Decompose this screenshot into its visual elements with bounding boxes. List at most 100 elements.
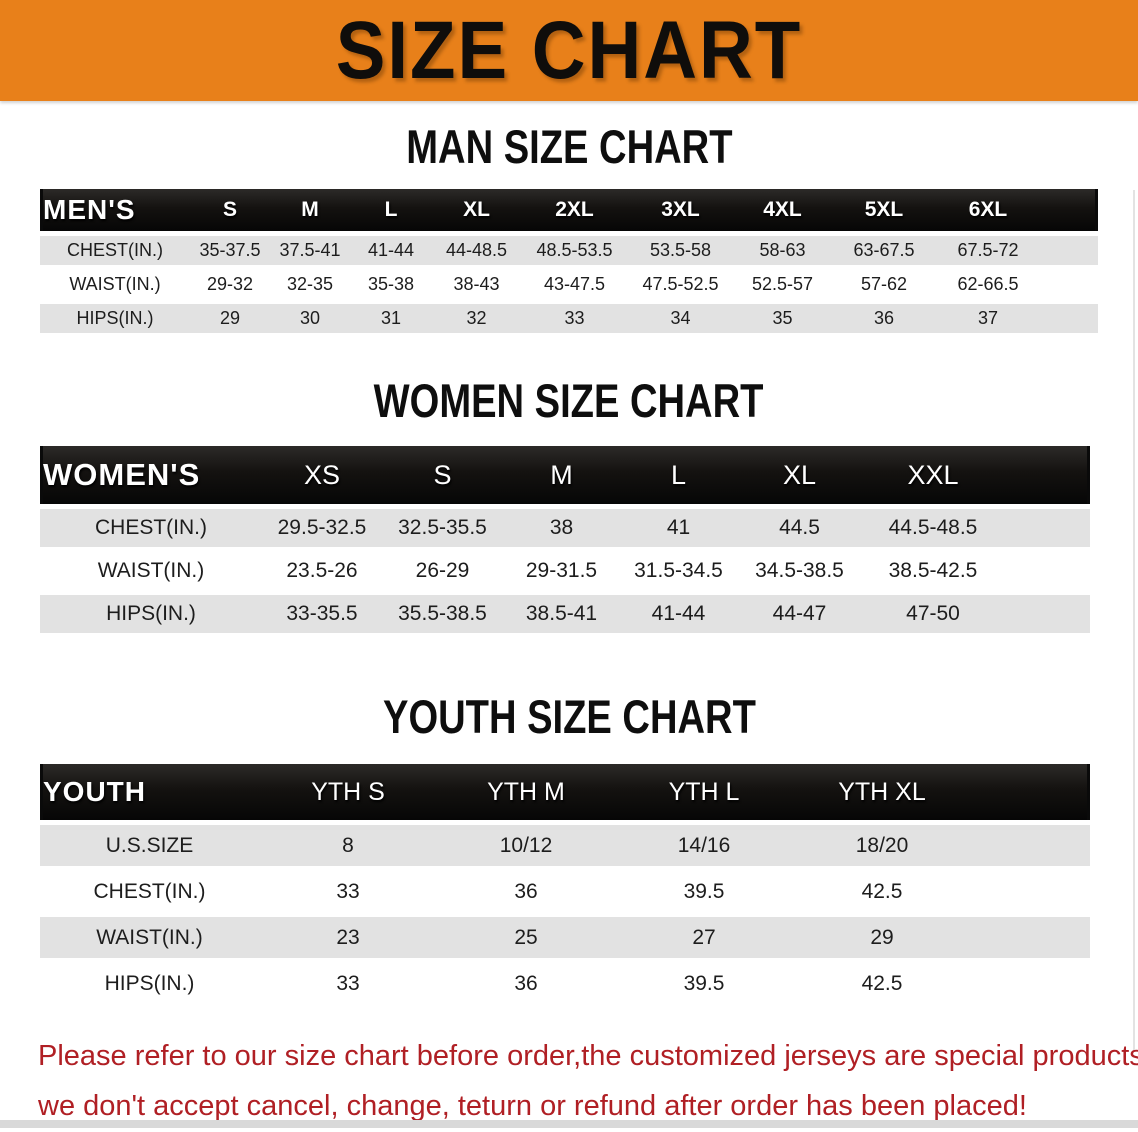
group-label: MEN'S [40,189,190,231]
size-value: 44.5 [779,516,820,539]
order-disclaimer-line-2: we don't accept cancel, change, teturn o… [38,1089,1027,1122]
order-disclaimer-line-1: Please refer to our size chart before or… [38,1040,1138,1072]
header-spacer [1004,446,1090,504]
measurement-row: CHEST(IN.) 33 36 39.5 42.5 [40,871,1090,912]
row-spacer [1004,552,1090,590]
row-label: WAIST(IN.) [69,274,161,294]
measurement-row: U.S.SIZE 8 10/12 14/16 18/20 [40,825,1090,866]
size-value: 25 [514,925,538,949]
size-value: 29 [870,925,894,949]
size-value: 39.5 [683,879,725,903]
banner-title: SIZE CHART [335,4,803,97]
size-value: 37 [977,308,999,328]
size-value: 67.5-72 [957,240,1019,260]
size-column-header: S [190,189,270,231]
row-label: HIPS(IN.) [76,308,154,328]
size-column-header: XXL [862,446,1004,504]
row-label: WAIST(IN.) [97,559,205,582]
row-spacer [1004,509,1090,547]
row-spacer [971,871,1090,912]
size-value: 33-35.5 [286,602,358,625]
size-value: 53.5-58 [649,240,712,260]
size-value: 18/20 [855,833,909,857]
size-value: 44.5-48.5 [888,516,978,539]
size-value: 29-31.5 [525,559,598,582]
size-value: 10/12 [499,833,553,857]
size-value: 8 [342,833,354,857]
row-spacer [1040,304,1098,333]
size-value: 38 [549,516,574,539]
size-column-header: 5XL [832,189,936,231]
measurement-row: WAIST(IN.) 29-32 32-35 35-38 38-43 43-47.5 47.… [40,270,1098,299]
size-value: 41 [666,516,691,539]
size-value: 36 [514,879,538,903]
size-column-header: XL [432,189,521,231]
size-table-header-row: MEN'S S M L XL 2XL 3XL 4XL 5XL 6XL [40,189,1098,231]
size-column-header: YTH L [615,764,793,820]
men-size-table: MEN'S S M L XL 2XL 3XL 4XL 5XL 6XL CHEST(IN.) 35-37… [40,184,1098,338]
size-column-header: S [382,446,503,504]
row-label: CHEST(IN.) [67,240,163,260]
group-label: YOUTH [40,764,259,820]
women-section-heading: WOMEN SIZE CHART [0,374,1138,427]
size-value: 33 [564,308,585,328]
measurement-row: CHEST(IN.) 29.5-32.5 32.5-35.5 38 41 44.5 44.5… [40,509,1090,547]
size-value: 26-29 [415,559,470,582]
size-value: 38.5-41 [525,602,598,625]
size-column-header: 3XL [628,189,733,231]
size-value: 37.5-41 [279,240,341,260]
size-value: 14/16 [677,833,731,857]
size-value: 33 [336,879,360,903]
size-value: 36 [873,308,895,328]
measurement-row: HIPS(IN.) 33-35.5 35.5-38.5 38.5-41 41-44 44-… [40,595,1090,633]
size-value: 57-62 [860,274,908,294]
row-label: HIPS(IN.) [104,971,195,995]
size-value: 38.5-42.5 [888,559,978,582]
size-column-header: 6XL [936,189,1040,231]
bottom-divider [0,1120,1138,1128]
size-value: 48.5-53.5 [536,240,613,260]
size-value: 35.5-38.5 [398,602,487,625]
measurement-row: WAIST(IN.) 23.5-26 26-29 29-31.5 31.5-34.5 34… [40,552,1090,590]
size-value: 62-66.5 [957,274,1019,294]
youth-section-heading-text: YOUTH SIZE CHART [382,690,756,744]
size-value: 63-67.5 [853,240,915,260]
row-label: WAIST(IN.) [96,925,203,949]
size-value: 29.5-32.5 [277,516,367,539]
size-column-header: L [620,446,737,504]
man-section-heading: MAN SIZE CHART [0,120,1138,173]
size-value: 47.5-52.5 [642,274,719,294]
order-disclaimer: Please refer to our size chart before or… [38,1032,1138,1132]
size-value: 29-32 [206,274,254,294]
size-value: 36 [514,971,538,995]
man-section-heading-text: MAN SIZE CHART [405,120,733,174]
group-label: WOMEN'S [40,446,262,504]
size-value: 29 [219,308,241,328]
youth-section-heading: YOUTH SIZE CHART [0,690,1138,743]
size-column-header: XS [262,446,382,504]
size-value: 27 [692,925,716,949]
size-value: 38-43 [453,274,500,294]
women-size-table: WOMEN'S XS S M L XL XXL CHEST(IN.) 29.5-32.5 32.5… [40,441,1090,638]
right-edge-shadow [1133,190,1135,1050]
size-column-header: 2XL [521,189,628,231]
row-spacer [971,825,1090,866]
size-column-header: M [503,446,620,504]
size-value: 31 [380,308,402,328]
size-value: 35-37.5 [199,240,261,260]
size-value: 52.5-57 [751,274,814,294]
size-value: 30 [299,308,321,328]
row-spacer [1040,236,1098,265]
header-spacer [1040,189,1098,231]
size-value: 34.5-38.5 [755,559,844,582]
size-table-header-row: WOMEN'S XS S M L XL XXL [40,446,1090,504]
size-value: 42.5 [861,879,903,903]
size-value: 41-44 [367,240,415,260]
size-value: 44-48.5 [445,240,508,260]
size-value: 35 [772,308,793,328]
row-spacer [1040,270,1098,299]
size-column-header: XL [737,446,862,504]
size-table-header-row: YOUTH YTH S YTH M YTH L YTH XL [40,764,1090,820]
row-label: CHEST(IN.) [93,879,206,903]
size-value: 42.5 [861,971,903,995]
